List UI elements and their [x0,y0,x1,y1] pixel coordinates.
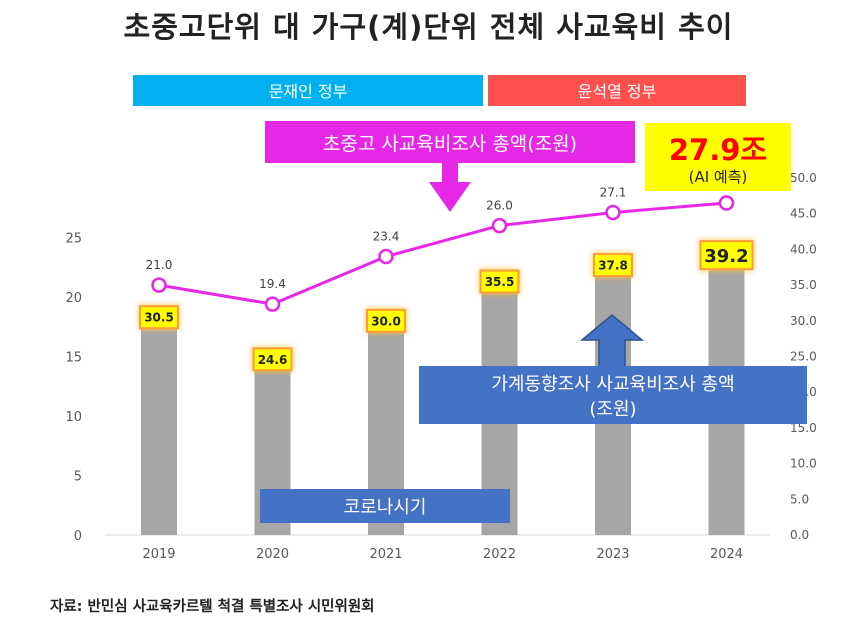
line-series-down-arrow [429,163,471,212]
line-data-label: 26.0 [486,199,513,213]
right-tick-label: 45.0 [790,207,817,221]
right-tick-label: 0.0 [790,528,809,542]
bar-label-bg [699,240,754,271]
bar-label-bg [139,305,179,330]
source-note: 자료: 반민심 사교육카르텔 척결 특별조사 시민위원회 [50,599,375,615]
line-series-label-box [265,121,635,163]
line-point [264,296,281,312]
bar-series-up-arrow [579,314,645,369]
left-tick-label: 5 [74,470,82,485]
right-tick-label: 15.0 [790,421,817,435]
x-tick-label: 2021 [369,547,402,562]
left-tick-label: 15 [65,351,82,366]
bar-data-label: 24.6 [258,353,288,367]
left-tick-label: 25 [65,232,82,247]
left-tick-label: 20 [65,291,82,306]
x-tick-label: 2020 [256,547,289,562]
bar-data-labels: 30.5 24.6 30.0 35.5 37.8 39.2 [139,240,754,372]
bar-label-bg [252,347,293,372]
x-tick-label: 2024 [710,547,743,562]
covid-period-label: 코로나시기 [344,497,427,518]
moon-government-label: 문재인 정부 [269,82,348,101]
line-data-label: 19.4 [259,277,286,291]
moon-government-banner [133,75,483,106]
bar-data-label: 30.5 [144,311,174,325]
bar-data-label: 30.0 [371,314,401,328]
line-point [491,217,508,234]
left-tick-label: 10 [65,410,82,425]
right-tick-label: 35.0 [790,278,817,292]
bar-label-bg [593,253,633,278]
yoon-government-label: 윤석열 정부 [578,82,657,101]
bar-series-label-box [419,366,807,424]
right-tick-label: 50.0 [790,171,817,185]
line-point [605,204,621,221]
ai-prediction-note: (AI 예측) [689,168,748,186]
bar-data-label: 39.2 [704,246,748,267]
bar-label-bg [366,308,406,333]
right-tick-label: 40.0 [790,242,817,256]
bar-data-label: 37.8 [598,259,628,273]
x-tick-label: 2023 [596,547,629,562]
x-tick-label: 2019 [142,547,175,562]
line-series-label: 초중고 사교육비조사 총액(조원) [323,133,577,155]
line-path [158,201,727,306]
line-series: 21.0 19.4 23.4 26.0 27.1 [146,186,735,312]
bar [141,317,177,535]
right-tick-label: 25.0 [790,350,817,364]
bar-series-label-line1: 가계동향조사 사교육비조사 총액 [491,374,734,395]
line-point [718,195,735,211]
right-tick-label: 5.0 [790,492,809,506]
left-tick-label: 0 [74,529,82,544]
right-tick-label: 10.0 [790,457,817,471]
chart-title: 초중고단위 대 가구(계)단위 전체 사교육비 추이 [123,10,734,44]
ai-prediction-value: 27.9조 [669,133,767,167]
yoon-government-banner [488,75,746,106]
bar-series-label-line2: (조원) [589,399,636,420]
bar-label-bg [479,269,520,294]
x-tick-label: 2022 [483,547,516,562]
line-data-label: 23.4 [373,230,400,244]
bar-data-label: 35.5 [485,275,515,289]
right-tick-label: 30.0 [790,314,817,328]
covid-period-box [260,489,510,523]
ai-prediction-box [645,123,791,191]
left-axis: 0 5 10 15 20 25 [65,232,82,545]
line-point [378,248,394,265]
line-point [151,277,167,293]
right-axis: 0.05.010.015.020.025.030.035.040.045.050… [790,171,817,542]
line-data-label: 27.1 [600,186,627,200]
x-axis: 2019 2020 2021 2022 2023 2024 [142,547,743,562]
line-data-label: 21.0 [146,258,173,272]
